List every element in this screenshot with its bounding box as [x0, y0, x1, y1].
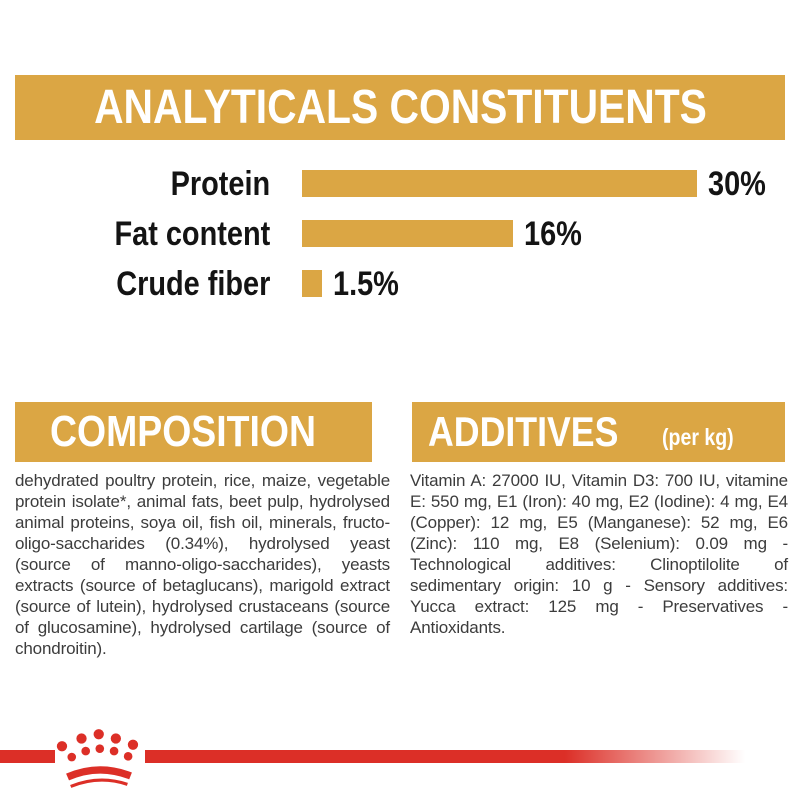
composition-heading: COMPOSITION — [50, 407, 316, 456]
analyticals-header-bar: ANALYTICALS CONSTITUENTS — [15, 75, 785, 140]
chart-value-label: 1.5% — [333, 264, 399, 303]
chart-row: Crude fiber 1.5% — [15, 267, 785, 301]
analyticals-chart: Protein 30% Fat content 16% Crude fiber 1.5% — [15, 167, 785, 320]
additives-heading: ADDITIVES — [428, 408, 619, 455]
footer-red-rule-right — [145, 750, 745, 763]
chart-category-label: Fat content — [114, 214, 270, 253]
composition-header-bar: COMPOSITION — [15, 402, 372, 462]
chart-bar — [302, 270, 322, 297]
chart-category-label: Crude fiber — [115, 264, 270, 303]
composition-body-text: dehydrated poultry protein, rice, maize,… — [15, 471, 390, 658]
chart-category-label: Protein — [170, 164, 270, 203]
additives-body-text: Vitamin A: 27000 IU, Vitamin D3: 700 IU,… — [410, 471, 788, 637]
chart-row: Protein 30% — [15, 167, 785, 201]
chart-bar — [302, 220, 513, 247]
footer-red-rule-left — [0, 750, 55, 763]
royal-canin-crown-logo — [56, 729, 139, 788]
chart-value-label: 30% — [708, 164, 766, 203]
additives-heading-suffix: (per kg) — [662, 423, 734, 450]
chart-bar — [302, 170, 697, 197]
chart-value-label: 16% — [524, 214, 582, 253]
additives-header-bar: ADDITIVES (per kg) — [412, 402, 785, 462]
analyticals-header-title: ANALYTICALS CONSTITUENTS — [93, 80, 707, 134]
chart-row: Fat content 16% — [15, 217, 785, 251]
